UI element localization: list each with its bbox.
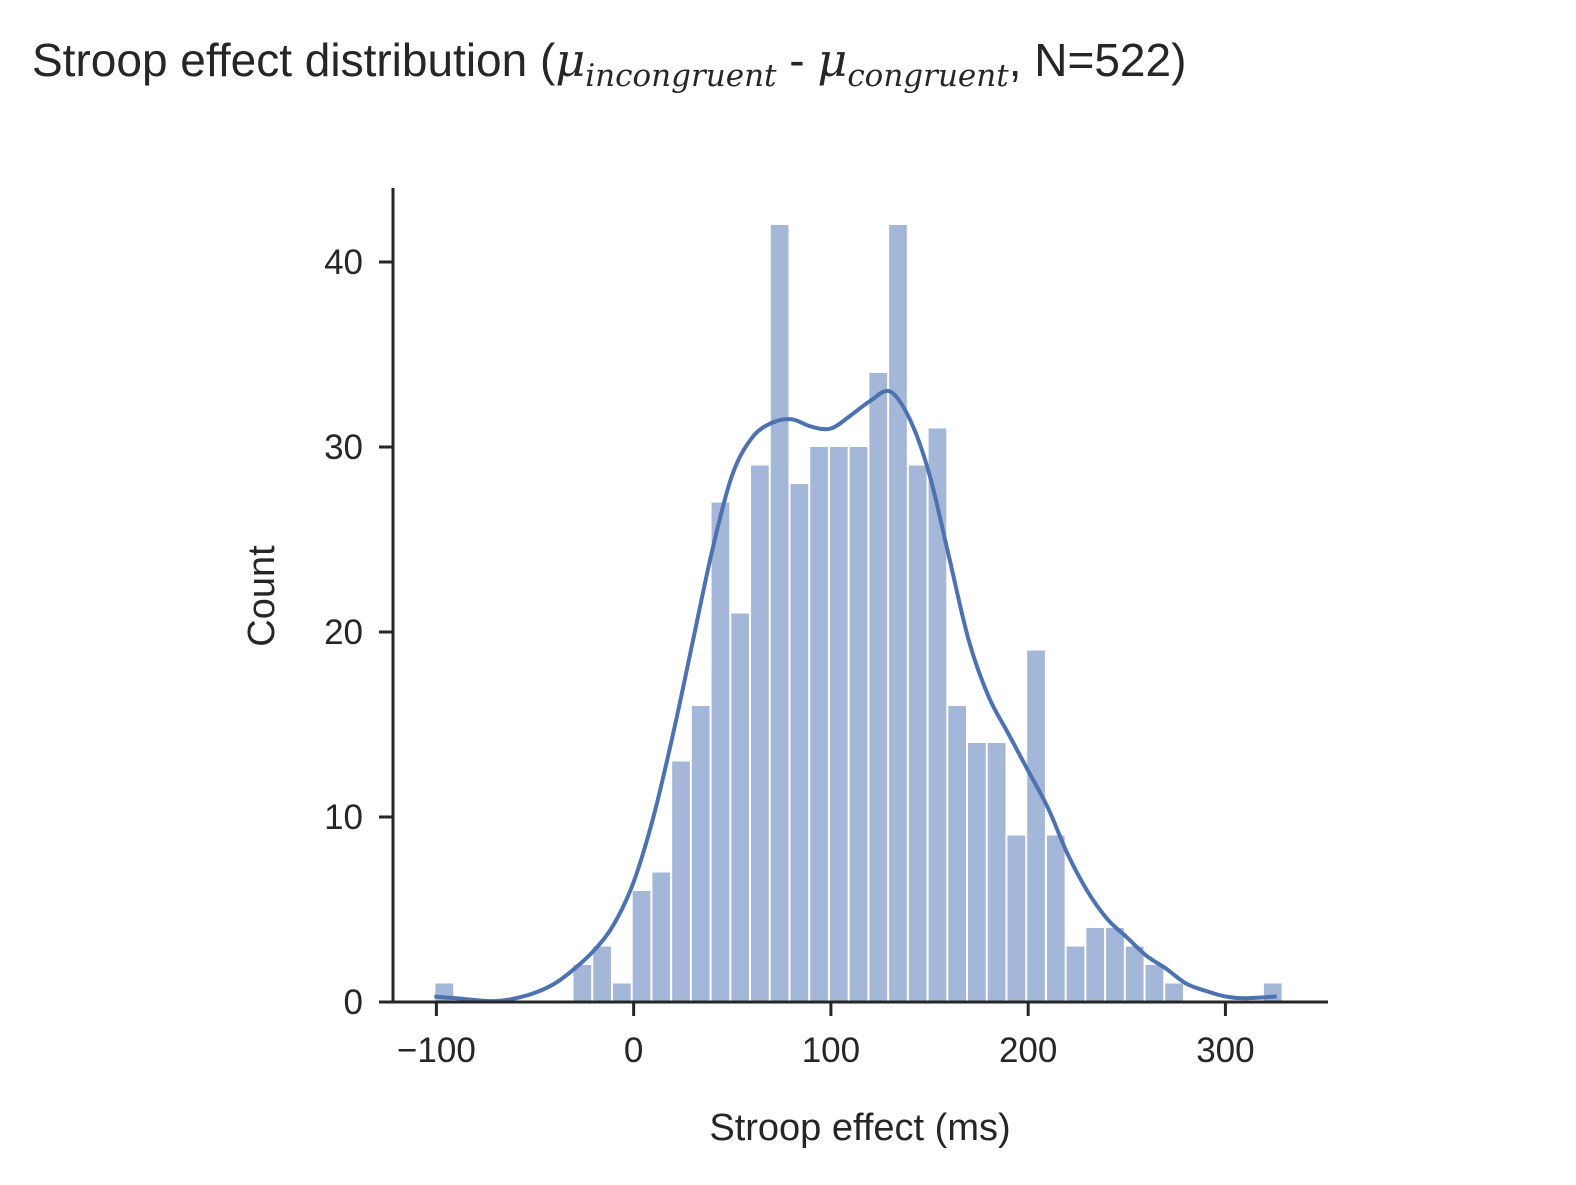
- x-tick-label: 300: [1196, 1031, 1254, 1070]
- y-tick-label: 20: [324, 613, 363, 652]
- title-prefix: Stroop effect distribution (: [32, 34, 556, 86]
- histogram-bar: [987, 743, 1006, 1002]
- histogram-bar: [593, 946, 611, 1002]
- histogram-bar: [1086, 928, 1105, 1002]
- x-tick-label: 0: [624, 1031, 643, 1070]
- x-axis-label: Stroop effect (ms): [709, 1107, 1010, 1149]
- histogram-bar: [829, 447, 848, 1002]
- histogram-bar: [1046, 835, 1065, 1002]
- histogram-bar: [612, 983, 631, 1002]
- histogram-bar: [1263, 983, 1282, 1002]
- histogram-bar: [968, 743, 986, 1002]
- histogram-bar: [1007, 835, 1026, 1002]
- histogram-bar: [928, 428, 947, 1002]
- histogram-bar: [1106, 928, 1124, 1002]
- histogram-bar: [889, 225, 907, 1002]
- histogram-bar: [849, 447, 868, 1002]
- title-suffix: , N=522): [1009, 34, 1187, 86]
- histogram-bar: [1165, 983, 1184, 1002]
- x-tick-label: −100: [397, 1031, 476, 1070]
- title-minus: -: [777, 34, 818, 86]
- y-tick-label: 0: [344, 983, 363, 1022]
- title-subscript-incongruent: incongruent: [585, 58, 777, 94]
- histogram-bar: [810, 447, 828, 1002]
- y-tick-label: 10: [324, 798, 363, 837]
- y-axis-ticks: 0 10 20 30 40: [324, 243, 393, 1022]
- histogram-bar: [948, 706, 967, 1002]
- histogram-bar: [672, 761, 690, 1002]
- histogram-bar: [1027, 650, 1045, 1002]
- histogram-bar: [751, 465, 769, 1002]
- y-tick-label: 30: [324, 428, 363, 467]
- axes: [391, 188, 1328, 1004]
- y-tick-label: 40: [324, 243, 363, 282]
- kde-curve: [434, 388, 1277, 1004]
- histogram-bar: [1125, 946, 1144, 1002]
- histogram-bar: [573, 965, 592, 1002]
- histogram-bar: [691, 706, 710, 1002]
- histogram-bar: [869, 373, 888, 1002]
- histogram-bar: [652, 872, 671, 1002]
- histogram-bar: [711, 502, 730, 1002]
- y-axis-label: Count: [241, 545, 283, 647]
- x-tick-label: 200: [999, 1031, 1057, 1070]
- histogram-bar: [731, 613, 750, 1002]
- title-mu-2: μ: [817, 33, 847, 87]
- histogram-bars: [435, 225, 1282, 1002]
- histogram-bar: [1145, 965, 1164, 1002]
- histogram-bar: [908, 465, 927, 1002]
- histogram-bar: [1066, 946, 1085, 1002]
- title-subscript-congruent: congruent: [847, 58, 1009, 94]
- chart-title: Stroop effect distribution (μincongruent…: [32, 33, 1186, 94]
- histogram-bar: [770, 225, 789, 1002]
- histogram-bar: [790, 484, 809, 1002]
- title-mu-1: μ: [555, 33, 585, 87]
- x-tick-label: 100: [802, 1031, 860, 1070]
- x-axis-ticks: −100 0 100 200 300: [397, 1002, 1255, 1070]
- histogram-bar: [632, 891, 651, 1002]
